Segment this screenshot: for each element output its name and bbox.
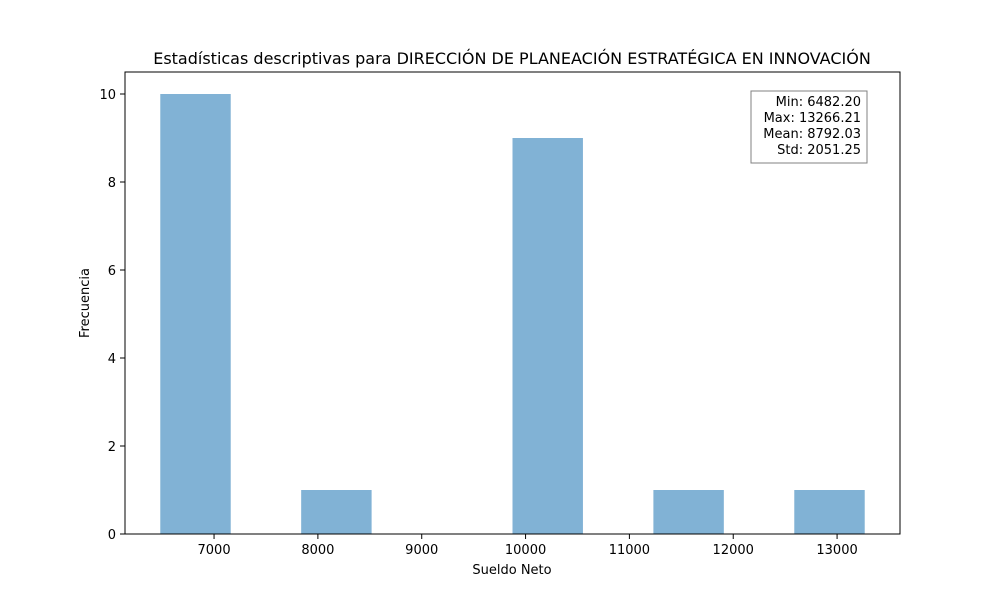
y-tick-label: 6 — [108, 264, 116, 279]
histogram-bar — [160, 94, 231, 534]
y-axis-label: Frecuencia — [78, 268, 93, 338]
y-tick-label: 10 — [99, 88, 116, 103]
histogram-bar — [301, 490, 372, 534]
x-tick-label: 13000 — [816, 543, 857, 558]
x-tick-label: 7000 — [198, 543, 231, 558]
x-tick-label: 12000 — [713, 543, 754, 558]
y-tick-label: 0 — [108, 528, 116, 543]
histogram-bar — [512, 138, 583, 534]
y-axis-ticks: 0 2 4 6 8 10 — [99, 88, 125, 543]
y-tick-label: 2 — [108, 440, 116, 455]
chart-title: Estadísticas descriptivas para DIRECCIÓN… — [153, 49, 871, 68]
x-tick-label: 9000 — [405, 543, 438, 558]
stats-line: Min: 6482.20 — [776, 95, 861, 110]
y-tick-label: 8 — [108, 176, 116, 191]
stats-line: Std: 2051.25 — [777, 143, 861, 158]
x-tick-label: 10000 — [505, 543, 546, 558]
plot-frame — [124, 71, 901, 535]
stats-line: Max: 13266.21 — [764, 111, 861, 126]
stats-line: Mean: 8792.03 — [763, 127, 861, 142]
x-tick-label: 8000 — [301, 543, 334, 558]
histogram-bars — [160, 94, 865, 534]
histogram-bar — [653, 490, 724, 534]
y-tick-label: 4 — [108, 352, 116, 367]
x-axis-ticks: 7000 8000 9000 10000 11000 12000 13000 — [198, 534, 858, 558]
x-tick-label: 11000 — [609, 543, 650, 558]
stats-box-frame — [750, 90, 868, 164]
histogram-bar — [794, 490, 865, 534]
x-axis-label: Sueldo Neto — [472, 563, 551, 578]
